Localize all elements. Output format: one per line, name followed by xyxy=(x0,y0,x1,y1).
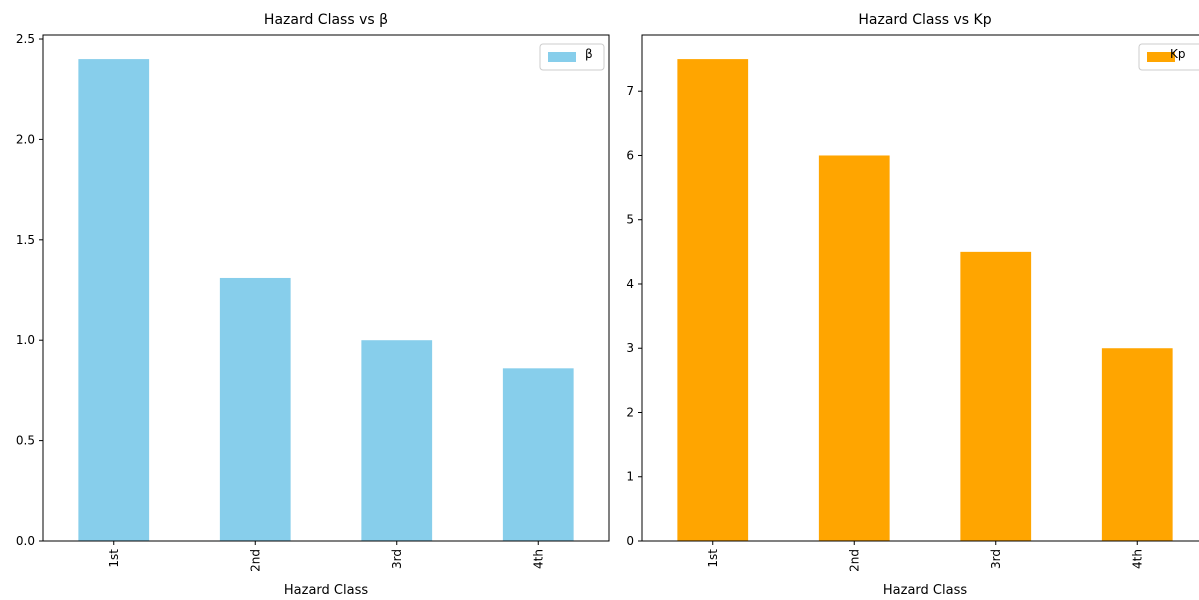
subplot-kp: Hazard Class vs Kp Hazard Class Kp 0 1 2 3 4… xyxy=(626,12,1199,598)
y-tick-label: 5 xyxy=(626,213,634,227)
x-axis-label: Hazard Class xyxy=(284,583,368,596)
y-tick-label: 3 xyxy=(626,341,634,355)
y-tick-label: 1.0 xyxy=(16,333,35,347)
x-tick-label: 1st xyxy=(107,549,121,568)
x-tick-label: 1st xyxy=(706,549,720,568)
y-tick-label: 2.5 xyxy=(16,32,35,46)
y-tick-label: 2 xyxy=(626,405,634,419)
bar-2nd xyxy=(219,277,291,541)
x-axis-label: Hazard Class xyxy=(883,583,967,596)
x-tick-label: 4th xyxy=(531,549,545,569)
bar-4th xyxy=(1101,348,1173,541)
x-tick-label: 2nd xyxy=(248,549,262,572)
bar-1st xyxy=(78,59,150,541)
bar-2nd xyxy=(818,155,890,541)
axes-frame xyxy=(641,34,1199,542)
y-tick-label: 2.0 xyxy=(16,132,35,146)
legend-swatch xyxy=(548,52,576,62)
x-tick-label: 3rd xyxy=(390,549,404,569)
y-tick-label: 7 xyxy=(626,84,634,98)
chart-title: Hazard Class vs Kp xyxy=(858,12,991,28)
legend-label: Kp xyxy=(1170,47,1186,61)
bar-1st xyxy=(677,59,749,541)
subplot-beta: Hazard Class vs β Hazard Class β 0.0 0.5 1… xyxy=(16,12,610,598)
axes-frame xyxy=(42,34,610,542)
x-tick-label: 4th xyxy=(1130,549,1144,569)
x-tick-label: 2nd xyxy=(847,549,861,572)
bar-3rd xyxy=(361,340,433,541)
y-tick-label: 6 xyxy=(626,148,634,162)
y-tick-label: 0 xyxy=(626,534,634,548)
chart-title: Hazard Class vs β xyxy=(264,12,388,28)
bar-3rd xyxy=(960,251,1032,541)
y-tick-label: 4 xyxy=(626,277,634,291)
y-tick-label: 0.5 xyxy=(16,434,35,448)
bar-4th xyxy=(502,368,574,541)
y-tick-label: 1.5 xyxy=(16,233,35,247)
legend-swatch xyxy=(1147,52,1175,62)
x-tick-label: 3rd xyxy=(989,549,1003,569)
y-tick-label: 1 xyxy=(626,470,634,484)
y-tick-label: 0.0 xyxy=(16,534,35,548)
legend-label: β xyxy=(585,47,593,61)
